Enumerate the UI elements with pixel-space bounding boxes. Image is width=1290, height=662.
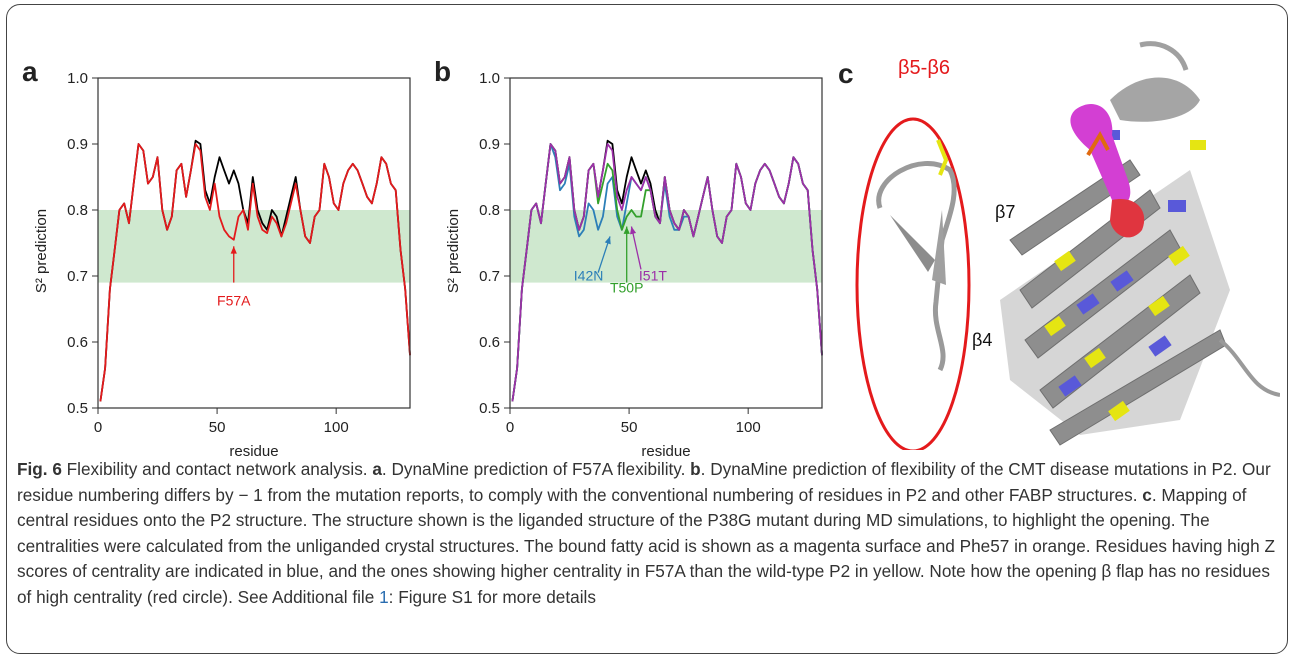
y-axis-label: S² prediction — [445, 209, 462, 293]
threshold-band — [98, 210, 410, 283]
beta4-label: β4 — [972, 330, 992, 350]
caption-fig-label: Fig. 6 — [17, 459, 62, 479]
flap-highlight-circle — [855, 117, 971, 450]
additional-file-link[interactable]: 1 — [379, 586, 389, 607]
threshold-band — [510, 210, 822, 283]
y-tick-label: 0.5 — [67, 400, 88, 417]
y-tick-label: 0.9 — [67, 136, 88, 153]
chart-a: 0.5 0.6 0.7 0.8 0.9 1.0 0 50 100 residue S² predic… — [33, 70, 411, 460]
x-tick-label: 100 — [736, 419, 761, 436]
y-tick-label: 1.0 — [67, 70, 88, 87]
y-tick-label: 0.6 — [67, 334, 88, 351]
x-axis-label: residue — [641, 443, 690, 460]
caption-text-4: . Mapping of central residues onto the P… — [17, 484, 1275, 607]
y-tick-label: 0.5 — [479, 400, 500, 417]
y-tick-label: 0.7 — [67, 268, 88, 285]
y-tick-label: 0.6 — [479, 334, 500, 351]
caption-ref-a: a — [372, 459, 382, 479]
annotation-label: F57A — [217, 293, 251, 309]
annotation-arrowhead — [630, 226, 637, 235]
y-tick-label: 0.7 — [479, 268, 500, 285]
y-tick-label: 0.8 — [479, 202, 500, 219]
figure-frame — [6, 4, 1288, 654]
annotation-arrowhead — [604, 236, 611, 245]
annotation-label: T50P — [610, 280, 643, 296]
plot-frame — [97, 77, 411, 409]
annotation-arrowhead — [623, 226, 630, 234]
panel-c-letter: c — [838, 58, 854, 89]
x-axis-label: residue — [229, 443, 278, 460]
y-axis-label: S² prediction — [33, 209, 50, 293]
x-tick-label: 0 — [94, 419, 102, 436]
figure-caption: Fig. 6 Flexibility and contact network a… — [17, 457, 1275, 610]
caption-text-3: . DynaMine prediction of flexibility of … — [17, 459, 1271, 505]
series-line-1 — [99, 143, 411, 402]
x-tick-label: 0 — [506, 419, 514, 436]
series-line-3 — [511, 143, 823, 402]
caption-text-5: : Figure S1 for more details — [388, 586, 596, 607]
caption-text-2: . DynaMine prediction of F57A flexibilit… — [381, 459, 691, 479]
y-tick-label: 0.9 — [479, 136, 500, 153]
caption-ref-b: b — [690, 459, 701, 479]
caption-ref-c: c — [1142, 484, 1152, 505]
x-tick-label: 50 — [621, 419, 638, 436]
protein-structure-image: β5-β6 β7 β4 — [855, 41, 1280, 450]
beta7-label: β7 — [995, 202, 1015, 222]
chart-b: 0.5 0.6 0.7 0.8 0.9 1.0 0 50 100 residue S² predic… — [445, 70, 823, 460]
x-tick-label: 100 — [324, 419, 349, 436]
flap-label: β5-β6 — [898, 57, 950, 79]
panel-b-letter: b — [434, 56, 452, 87]
y-tick-label: 0.8 — [67, 202, 88, 219]
plot-frame — [509, 77, 823, 409]
annotation-label: I51T — [639, 268, 667, 284]
x-tick-label: 50 — [209, 419, 226, 436]
y-tick-label: 1.0 — [479, 70, 500, 87]
annotation-arrowhead — [230, 246, 237, 254]
panel-a-letter: a — [22, 56, 38, 87]
annotation-label: I42N — [574, 268, 604, 284]
caption-text-1: Flexibility and contact network analysis… — [61, 459, 373, 479]
